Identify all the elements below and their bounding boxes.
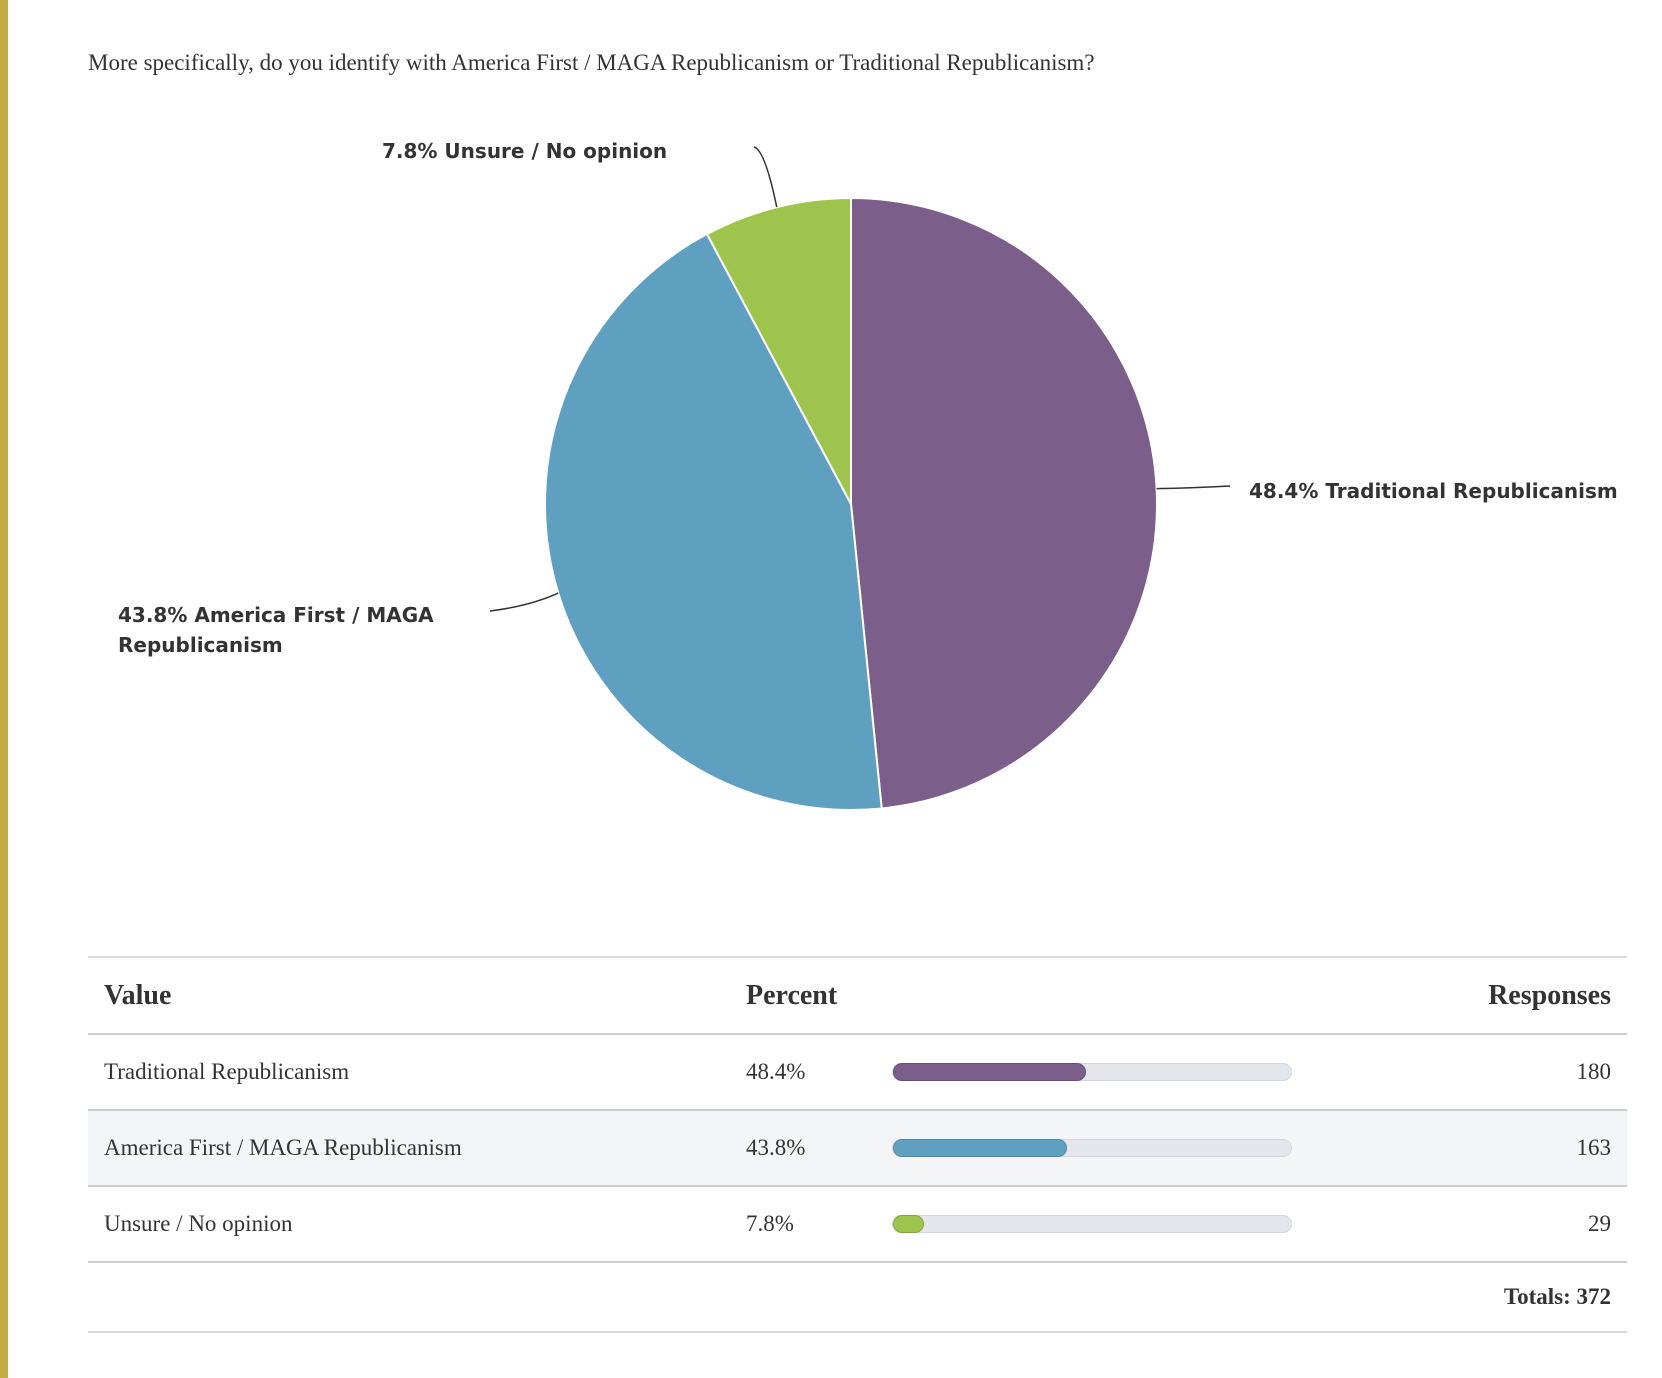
pie-leader-line [489,592,559,612]
header-percent[interactable]: Percent [730,956,892,1035]
row-percent: 48.4% [730,1034,892,1111]
row-percent: 7.8% [730,1186,892,1263]
table-row: America First / MAGA Republicanism 43.8%… [88,1110,1627,1187]
progress-bar-fill [893,1139,1068,1157]
row-responses: 29 [1428,1186,1627,1263]
progress-bar-track [892,1063,1292,1081]
table-row: Traditional Republicanism 48.4% 180 [88,1034,1627,1111]
row-bar-cell [892,1034,1428,1111]
question-title: More specifically, do you identify with … [88,50,1095,75]
row-value: America First / MAGA Republicanism [88,1110,730,1187]
table-row: Unsure / No opinion 7.8% 29 [88,1186,1627,1263]
pie-leader-line [1156,485,1231,490]
row-bar-cell [892,1110,1428,1187]
header-value[interactable]: Value [88,956,730,1035]
progress-bar-track [892,1215,1292,1233]
row-percent: 43.8% [730,1110,892,1187]
header-responses[interactable]: Responses [1428,956,1627,1035]
pie-label-1: 48.4% Traditional Republicanism [1249,479,1618,503]
left-accent-rule [0,0,8,1378]
progress-bar-fill [893,1215,925,1233]
progress-bar-track [892,1139,1292,1157]
totals-label: Totals: 372 [88,1262,1627,1333]
row-value: Unsure / No opinion [88,1186,730,1263]
header-bar [892,956,1428,1035]
totals-row: Totals: 372 [88,1262,1627,1333]
pie-slice-2[interactable] [544,232,883,811]
pie-leader-line [753,146,778,208]
pie-label-3: 7.8% Unsure / No opinion [382,139,667,163]
row-responses: 163 [1428,1110,1627,1187]
progress-bar-fill [893,1063,1086,1081]
pie-slice-3[interactable] [705,196,852,505]
row-bar-cell [892,1186,1428,1263]
row-responses: 180 [1428,1034,1627,1111]
pie-slice-1[interactable] [850,196,1158,810]
results-table: Value Percent Responses Traditional Repu… [88,956,1627,1333]
pie-chart: 48.4% Traditional Republicanism 43.8% Ame… [118,139,1618,811]
row-value: Traditional Republicanism [88,1034,730,1111]
pie-label-2: 43.8% America First / MAGA Republicanism [118,603,434,657]
table-header-row: Value Percent Responses [88,956,1627,1035]
